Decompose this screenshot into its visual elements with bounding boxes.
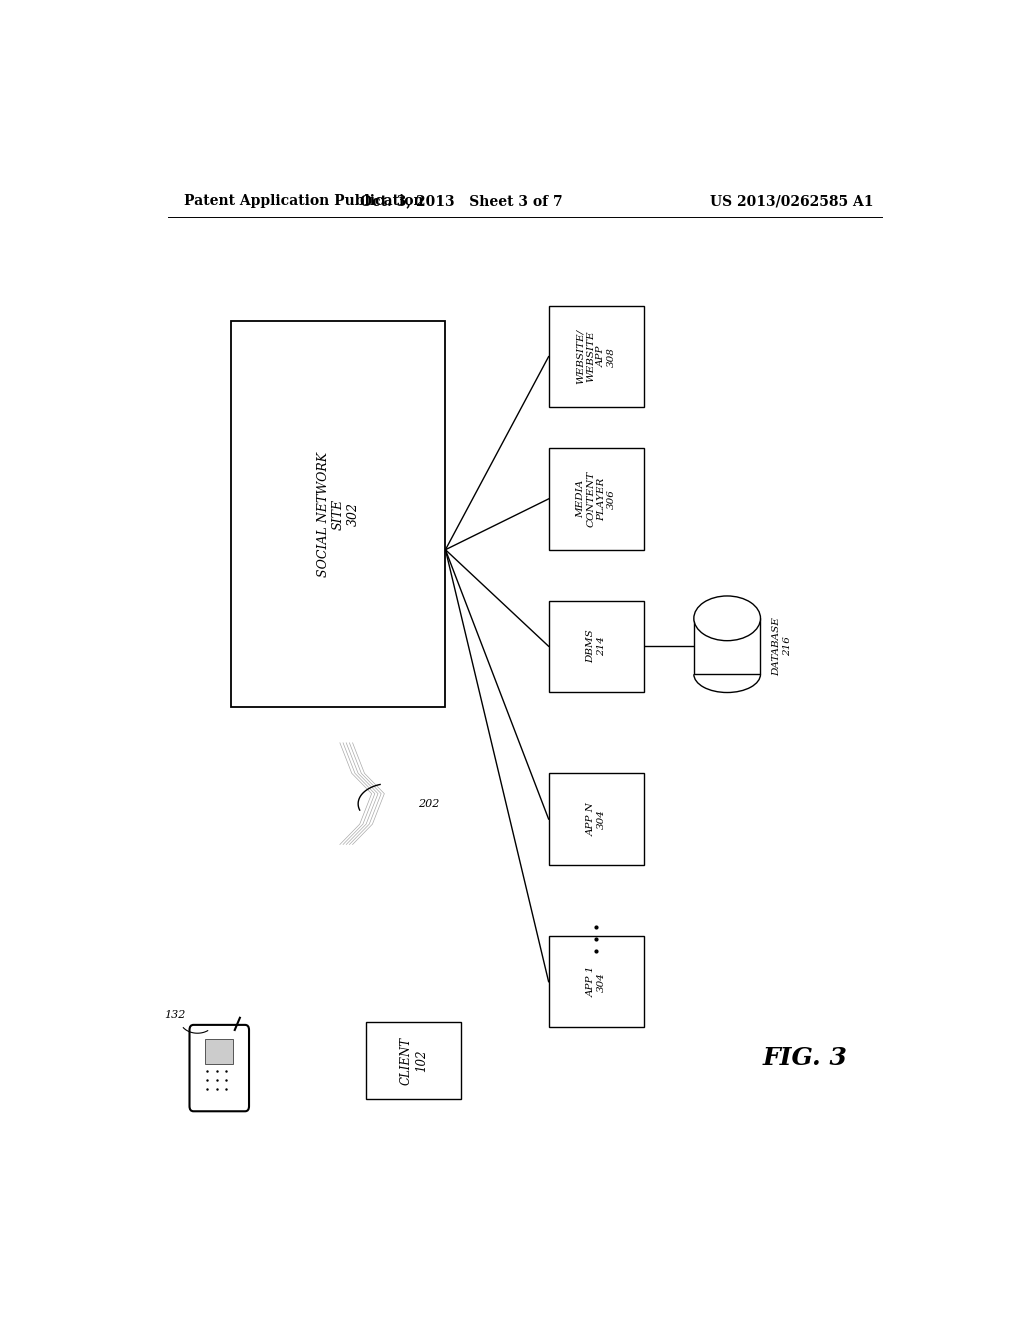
Bar — [205, 1039, 233, 1064]
Text: WEBSITE/
WEBSITE
APP
308: WEBSITE/ WEBSITE APP 308 — [577, 329, 616, 384]
Text: DATABASE
216: DATABASE 216 — [772, 616, 792, 676]
Bar — [694, 618, 761, 675]
Text: MEDIA
CONTENT
PLAYER
306: MEDIA CONTENT PLAYER 306 — [577, 471, 616, 527]
Text: CLIENT
102: CLIENT 102 — [399, 1036, 428, 1085]
Bar — [549, 936, 644, 1027]
Text: Patent Application Publication: Patent Application Publication — [183, 194, 423, 209]
Text: DBMS
214: DBMS 214 — [587, 630, 606, 663]
Text: US 2013/0262585 A1: US 2013/0262585 A1 — [711, 194, 873, 209]
Text: APP 1
304: APP 1 304 — [587, 966, 606, 998]
Text: Oct. 3, 2013   Sheet 3 of 7: Oct. 3, 2013 Sheet 3 of 7 — [360, 194, 562, 209]
Ellipse shape — [694, 595, 761, 640]
Text: APP N
304: APP N 304 — [587, 803, 606, 836]
Text: 132: 132 — [164, 1010, 185, 1020]
Bar — [367, 1022, 461, 1098]
Bar — [549, 774, 644, 865]
FancyBboxPatch shape — [189, 1024, 249, 1111]
Bar — [231, 321, 445, 708]
Text: 202: 202 — [418, 799, 439, 809]
Bar — [549, 601, 644, 692]
Bar — [549, 447, 644, 549]
Bar — [549, 306, 644, 408]
Text: SOCIAL NETWORK
SITE
302: SOCIAL NETWORK SITE 302 — [316, 451, 359, 577]
Text: FIG. 3: FIG. 3 — [763, 1045, 848, 1071]
